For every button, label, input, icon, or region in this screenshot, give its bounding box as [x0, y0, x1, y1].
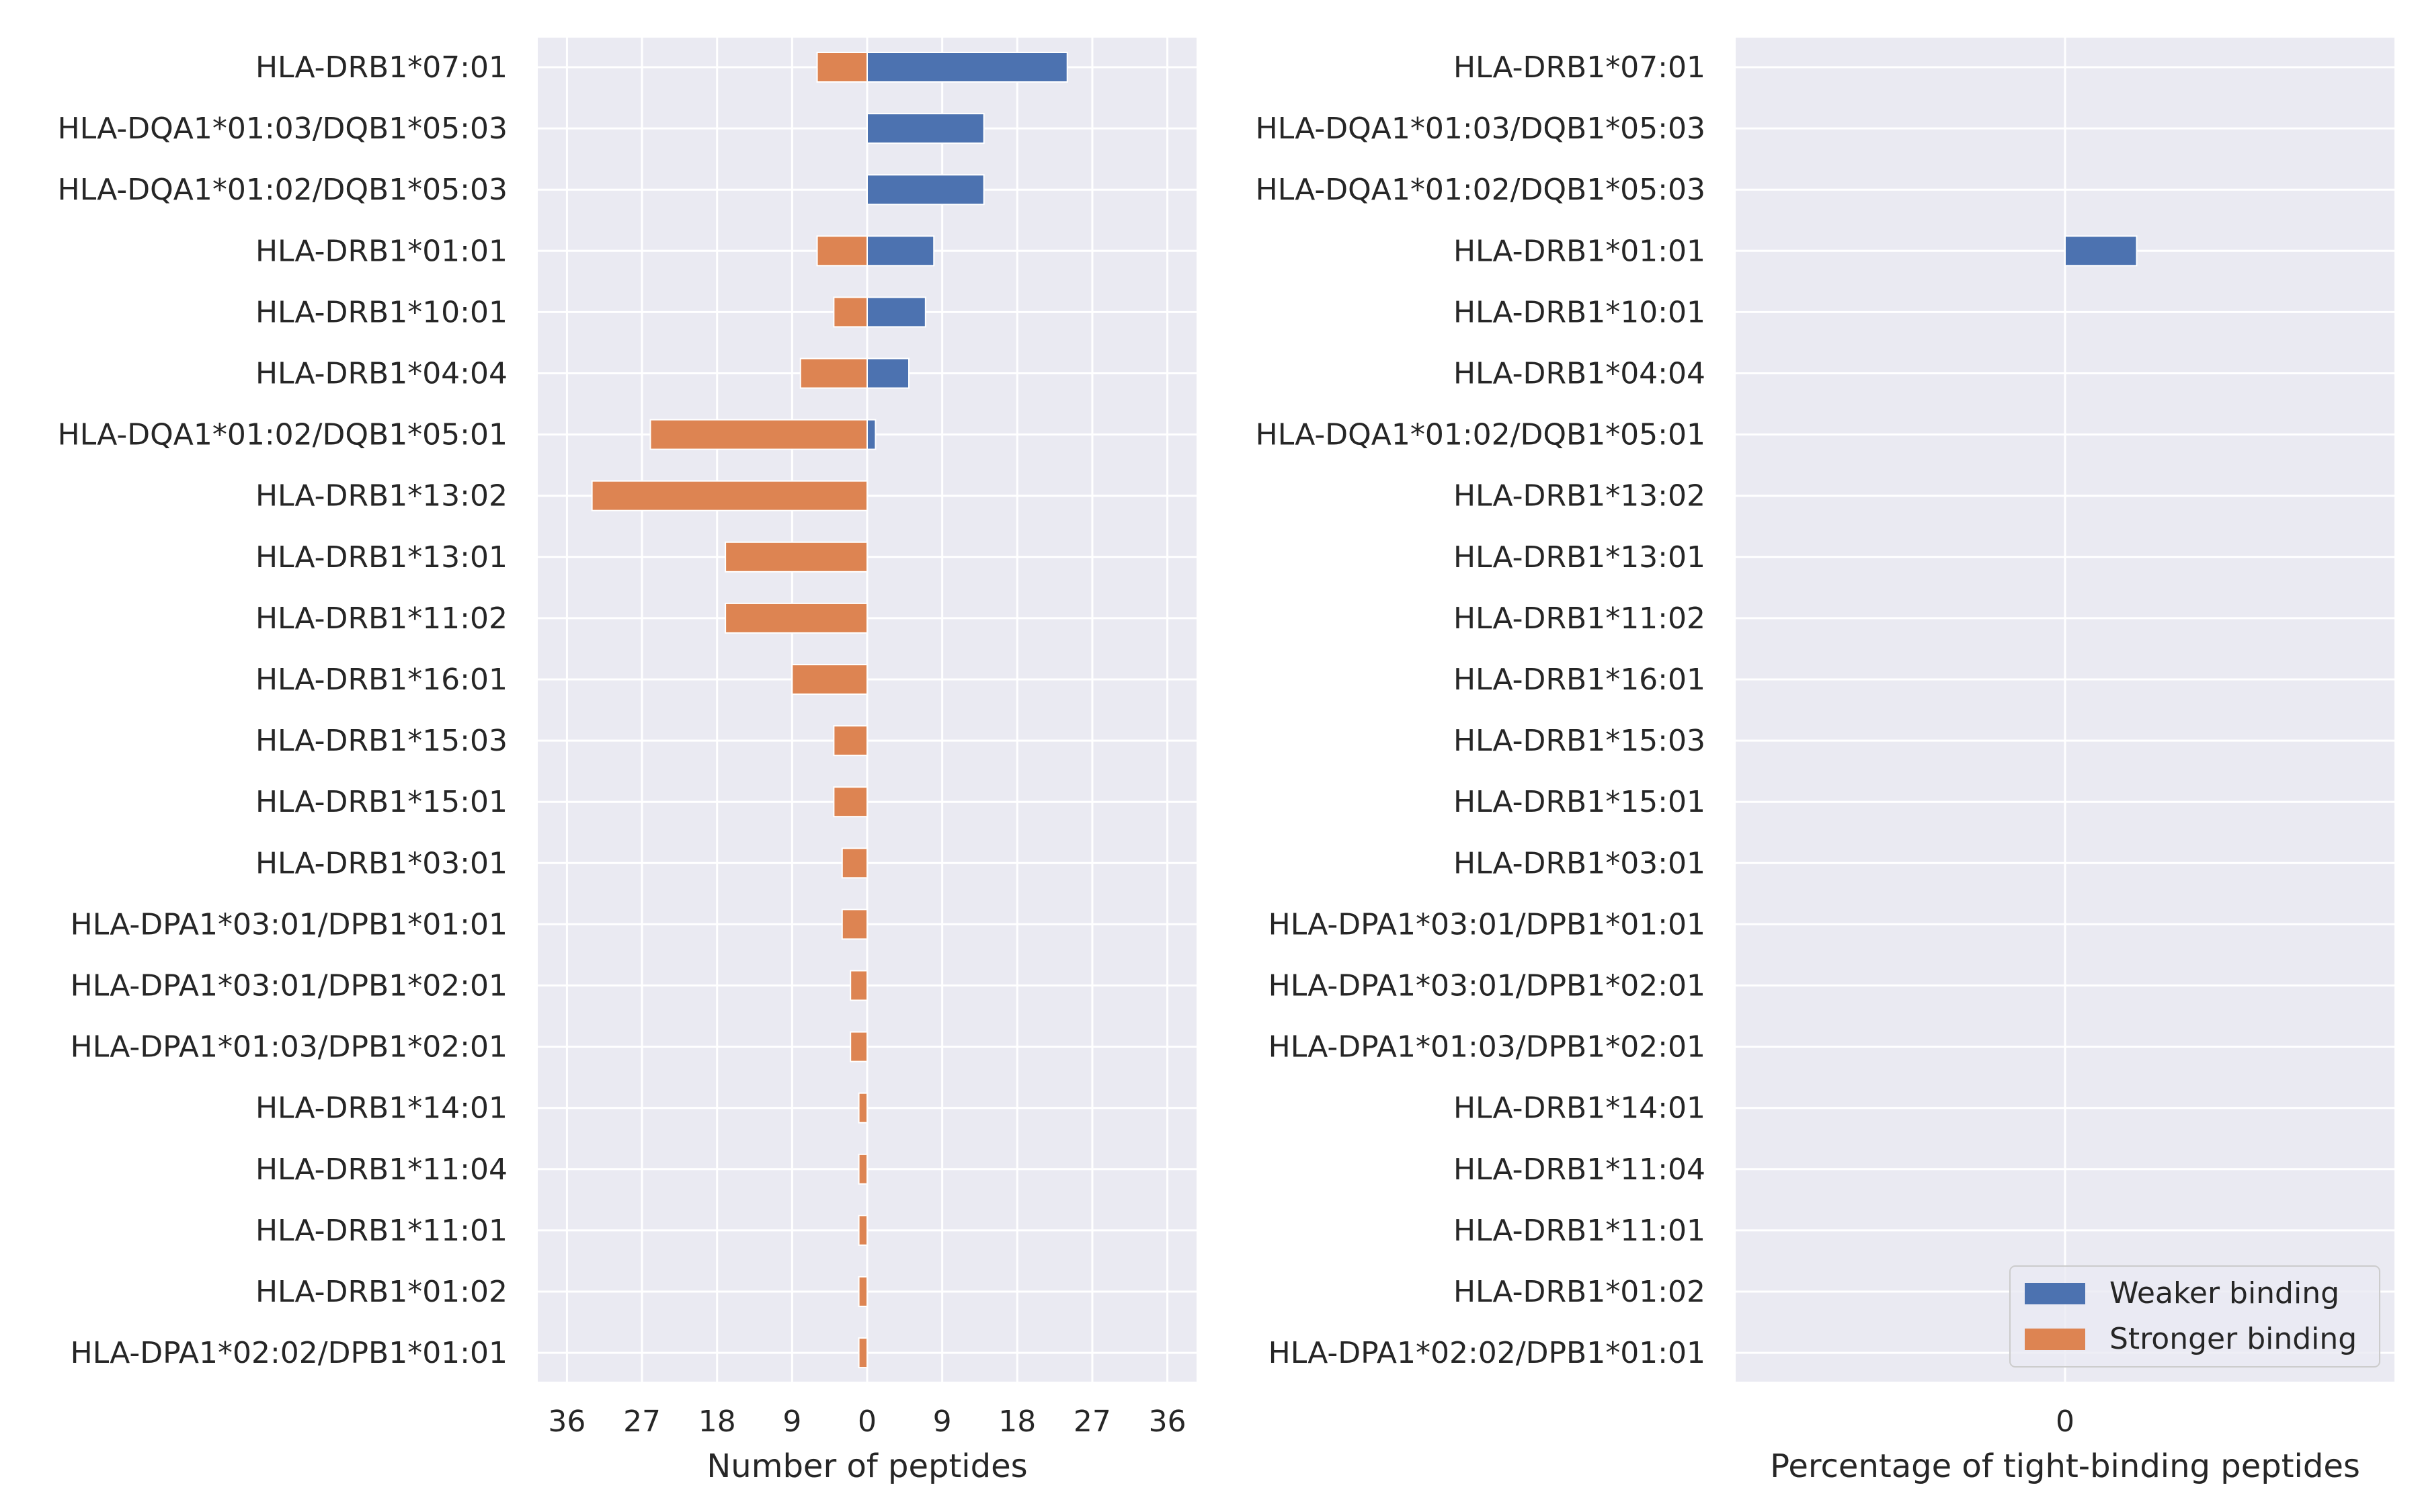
bar [866, 52, 1068, 83]
x-tick-label: 9 [933, 1404, 952, 1439]
x-axis-label: Percentage of tight-binding peptides [1770, 1447, 2360, 1485]
bar [850, 1031, 868, 1062]
y-tick-label: HLA-DRB1*03:01 [1453, 846, 1705, 880]
bar [850, 970, 868, 1001]
y-tick-label: HLA-DPA1*02:02/DPB1*01:01 [71, 1336, 508, 1370]
y-tick-label: HLA-DRB1*11:01 [255, 1214, 508, 1248]
y-tick-label: HLA-DPA1*03:01/DPB1*02:01 [1268, 969, 1705, 1003]
y-tick-label: HLA-DRB1*14:01 [1453, 1091, 1705, 1126]
y-tick-label: HLA-DQA1*01:03/DQB1*05:03 [1256, 112, 1705, 146]
y-tick-label: HLA-DQA1*01:03/DQB1*05:03 [58, 112, 508, 146]
y-tick-label: HLA-DPA1*03:01/DPB1*01:01 [1268, 907, 1705, 941]
bar [725, 602, 868, 634]
legend-swatch [2025, 1283, 2085, 1304]
y-tick-label: HLA-DRB1*13:01 [1453, 540, 1705, 575]
bar [866, 419, 877, 450]
x-tick-label: 27 [623, 1404, 661, 1439]
legend-entry: Stronger binding [2109, 1322, 2357, 1356]
bar [591, 480, 869, 511]
legend: Weaker binding Stronger binding [2009, 1265, 2380, 1368]
bar [866, 358, 910, 389]
bar [866, 174, 985, 206]
y-tick-label: HLA-DQA1*01:02/DQB1*05:01 [1256, 418, 1705, 452]
y-tick-label: HLA-DRB1*15:01 [1453, 785, 1705, 819]
y-tick-label: HLA-DRB1*07:01 [255, 50, 508, 85]
x-tick-label: 0 [2056, 1404, 2074, 1439]
y-tick-label: HLA-DRB1*01:01 [1453, 234, 1705, 268]
y-tick-label: HLA-DPA1*03:01/DPB1*01:01 [71, 907, 508, 941]
bar [858, 1276, 869, 1307]
y-tick-label: HLA-DPA1*03:01/DPB1*02:01 [71, 969, 508, 1003]
y-tick-label: HLA-DPA1*02:02/DPB1*01:01 [1268, 1336, 1705, 1370]
y-tick-label: HLA-DRB1*15:01 [255, 785, 508, 819]
y-tick-label: HLA-DRB1*13:01 [255, 540, 508, 575]
bar [866, 235, 935, 267]
bar [866, 113, 985, 144]
x-tick-label: 0 [858, 1404, 877, 1439]
bar [833, 786, 869, 818]
bar [799, 358, 869, 389]
y-tick-label: HLA-DRB1*15:03 [1453, 724, 1705, 758]
legend-box [2009, 1265, 2380, 1368]
y-tick-label: HLA-DRB1*10:01 [1453, 295, 1705, 329]
bar [858, 1092, 869, 1124]
y-tick-label: HLA-DQA1*01:02/DQB1*05:03 [1256, 173, 1705, 207]
y-tick-label: HLA-DRB1*16:01 [1453, 663, 1705, 697]
bar [2064, 235, 2138, 267]
y-tick-label: HLA-DRB1*15:03 [255, 724, 508, 758]
y-tick-label: HLA-DRB1*16:01 [255, 663, 508, 697]
bar [791, 664, 868, 695]
y-tick-label: HLA-DRB1*11:02 [1453, 601, 1705, 636]
panel-2: HLA-DRB1*07:01 HLA-DQA1*01:03/DQB1*05:03 H… [1256, 38, 2394, 1485]
bar [816, 52, 868, 83]
y-tick-label: HLA-DPA1*01:03/DPB1*02:01 [1268, 1030, 1705, 1064]
y-tick-label: HLA-DRB1*04:04 [1453, 357, 1705, 391]
x-tick-label: 18 [998, 1404, 1036, 1439]
bar [841, 847, 868, 879]
y-tick-label: HLA-DRB1*11:04 [255, 1152, 508, 1187]
bar [866, 296, 926, 328]
y-tick-label: HLA-DRB1*01:02 [1453, 1275, 1705, 1309]
y-tick-label: HLA-DRB1*11:01 [1453, 1214, 1705, 1248]
y-tick-label: HLA-DRB1*04:04 [255, 357, 508, 391]
x-tick-label: 9 [782, 1404, 801, 1439]
bar [649, 419, 869, 450]
panel-1: HLA-DRB1*07:01 HLA-DQA1*01:03/DQB1*05:03 H… [58, 38, 1197, 1485]
y-tick-label: HLA-DRB1*01:02 [255, 1275, 508, 1309]
y-tick-label: HLA-DQA1*01:02/DQB1*05:01 [58, 418, 508, 452]
y-tick-label: HLA-DRB1*13:02 [1453, 479, 1705, 513]
y-tick-label: HLA-DRB1*01:01 [255, 234, 508, 268]
y-tick-label: HLA-DRB1*11:02 [255, 601, 508, 636]
y-tick-label: HLA-DRB1*14:01 [255, 1091, 508, 1126]
bar [858, 1153, 869, 1185]
y-tick-label: HLA-DRB1*10:01 [255, 295, 508, 329]
x-tick-label: 18 [698, 1404, 736, 1439]
bar [833, 296, 869, 328]
x-tick-label: 36 [1149, 1404, 1186, 1439]
x-tick-label: 36 [548, 1404, 586, 1439]
y-tick-label: HLA-DQA1*01:02/DQB1*05:03 [58, 173, 508, 207]
legend-entry: Weaker binding [2109, 1276, 2339, 1310]
x-tick-label: 27 [1074, 1404, 1111, 1439]
y-tick-label: HLA-DRB1*13:02 [255, 479, 508, 513]
y-tick-label: HLA-DRB1*11:04 [1453, 1152, 1705, 1187]
y-tick-label: HLA-DPA1*01:03/DPB1*02:01 [71, 1030, 508, 1064]
bar [858, 1337, 869, 1369]
x-axis-label: Number of peptides [707, 1447, 1027, 1485]
bar [858, 1214, 869, 1246]
y-tick-label: HLA-DRB1*07:01 [1453, 50, 1705, 85]
bar [725, 541, 868, 573]
bar [833, 725, 869, 757]
bar [816, 235, 868, 267]
bar [841, 909, 868, 940]
legend-swatch [2025, 1329, 2085, 1350]
y-tick-label: HLA-DRB1*03:01 [255, 846, 508, 880]
